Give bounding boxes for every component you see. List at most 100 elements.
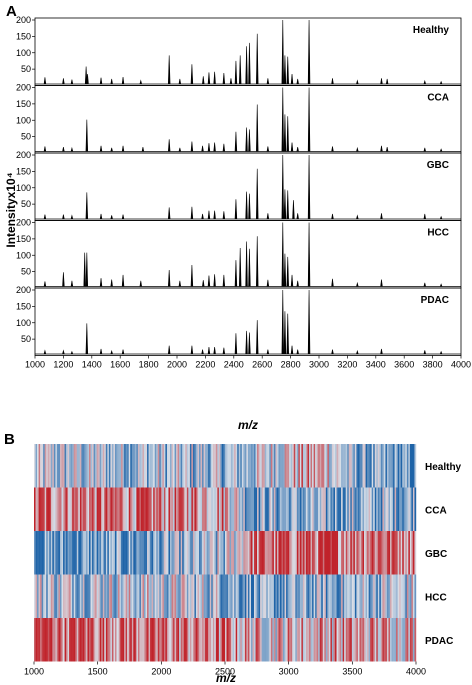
- heatmap-cell: [98, 487, 100, 531]
- heatmap-cell: [136, 618, 139, 662]
- heatmap-cell: [56, 487, 59, 531]
- heatmap-cell: [218, 487, 221, 531]
- heatmap-cell: [234, 574, 236, 618]
- peak-mark: [356, 349, 359, 355]
- heatmap-cell: [67, 444, 70, 488]
- heatmap-cell: [40, 531, 42, 575]
- peak-mark: [256, 236, 259, 287]
- heatmap-cell: [400, 574, 403, 618]
- heatmap-cell: [199, 618, 201, 662]
- heatmap-cell: [304, 444, 307, 488]
- heatmap-cell: [225, 444, 227, 488]
- heatmap-cell: [119, 531, 122, 575]
- heatmap-cell: [148, 487, 151, 531]
- peak-mark: [307, 222, 311, 287]
- heatmap-cell: [353, 574, 356, 618]
- heatmap-cell: [66, 444, 68, 488]
- heatmap-cell: [52, 618, 55, 662]
- peak-mark: [222, 274, 226, 287]
- heatmap-cell: [137, 444, 140, 488]
- heatmap-cell: [63, 444, 65, 488]
- heatmap-cell: [283, 531, 285, 575]
- heatmap-cell: [284, 444, 287, 488]
- heatmap-cell: [214, 618, 217, 662]
- peak-mark: [213, 71, 216, 85]
- heatmap-cell: [237, 444, 239, 488]
- y-tick-label: 150: [16, 234, 31, 244]
- heatmap-cell: [396, 618, 398, 662]
- heatmap-cell: [101, 487, 103, 531]
- heatmap-cell: [246, 618, 249, 662]
- heatmap-cell: [38, 618, 41, 662]
- heatmap-cell: [240, 444, 243, 488]
- heatmap-cell: [200, 618, 203, 662]
- heatmap-cell: [124, 618, 126, 662]
- heatmap-cell: [330, 574, 333, 618]
- heatmap-cell: [52, 487, 55, 531]
- heatmap-cell: [162, 574, 165, 618]
- heatmap-cell: [390, 618, 392, 662]
- x-axis-title-a: m/z: [238, 418, 258, 432]
- heatmap-cell: [234, 618, 236, 662]
- peak-mark: [290, 142, 294, 152]
- peak-mark: [84, 66, 88, 85]
- heatmap-cell: [63, 487, 65, 531]
- heatmap-cell: [114, 618, 117, 662]
- heatmap-cell: [228, 444, 230, 488]
- heatmap-cell: [272, 618, 275, 662]
- heatmap-cell: [272, 574, 275, 618]
- heatmap-cell: [64, 487, 67, 531]
- x-tick-label: 1400: [82, 360, 102, 370]
- heatmap-cell: [223, 531, 226, 575]
- heatmap-cell: [179, 444, 181, 488]
- heatmap-cell: [159, 618, 162, 662]
- heatmap-cell: [382, 618, 385, 662]
- heatmap-cell: [156, 574, 158, 618]
- heatmap-cell: [111, 574, 114, 618]
- heatmap-cell: [229, 618, 232, 662]
- heatmap-cell: [244, 444, 247, 488]
- heatmap-cell: [246, 531, 249, 575]
- heatmap-cell: [388, 531, 391, 575]
- heatmap-cell: [258, 487, 261, 531]
- heatmap-cell: [257, 487, 259, 531]
- heatmap-cell: [290, 574, 293, 618]
- heatmap-cell: [284, 487, 287, 531]
- heatmap-cell: [96, 574, 99, 618]
- heatmap-cell: [411, 487, 414, 531]
- peak-mark: [281, 87, 284, 152]
- heatmap-cell: [217, 574, 220, 618]
- heatmap-cell: [69, 574, 71, 618]
- heatmap-cell: [322, 487, 325, 531]
- x-tick-label: 4000: [406, 667, 426, 677]
- heatmap-cell: [76, 574, 79, 618]
- heatmap-cell: [192, 444, 195, 488]
- heatmap-cell: [390, 487, 392, 531]
- heatmap-cell: [180, 487, 183, 531]
- heatmap-cell: [174, 487, 177, 531]
- heatmap-cell: [70, 487, 73, 531]
- heatmap-cell: [102, 444, 105, 488]
- spectrum-frame: [34, 85, 462, 154]
- heatmap-cell: [215, 444, 218, 488]
- spectrum-frame: [34, 287, 462, 356]
- heatmap-cell: [301, 487, 304, 531]
- peak-mark: [245, 46, 248, 85]
- x-tick-label: 1600: [110, 360, 130, 370]
- heatmap-cell: [150, 531, 152, 575]
- heatmap-cell: [333, 618, 336, 662]
- heatmap-cell: [73, 618, 76, 662]
- x-tick-label: 3600: [394, 360, 414, 370]
- heatmap-cell: [273, 487, 276, 531]
- heatmap-cell: [37, 531, 39, 575]
- heatmap-cell: [275, 618, 278, 662]
- heatmap-cell: [249, 618, 252, 662]
- x-axis-title-b: m/z: [216, 671, 236, 685]
- heatmap-cell: [342, 531, 345, 575]
- heatmap-cell: [360, 618, 363, 662]
- heatmap-cell: [136, 444, 139, 488]
- heatmap-cell: [402, 574, 404, 618]
- heatmap-cell: [144, 487, 146, 531]
- heatmap-cell: [293, 487, 296, 531]
- heatmap-cell: [307, 618, 310, 662]
